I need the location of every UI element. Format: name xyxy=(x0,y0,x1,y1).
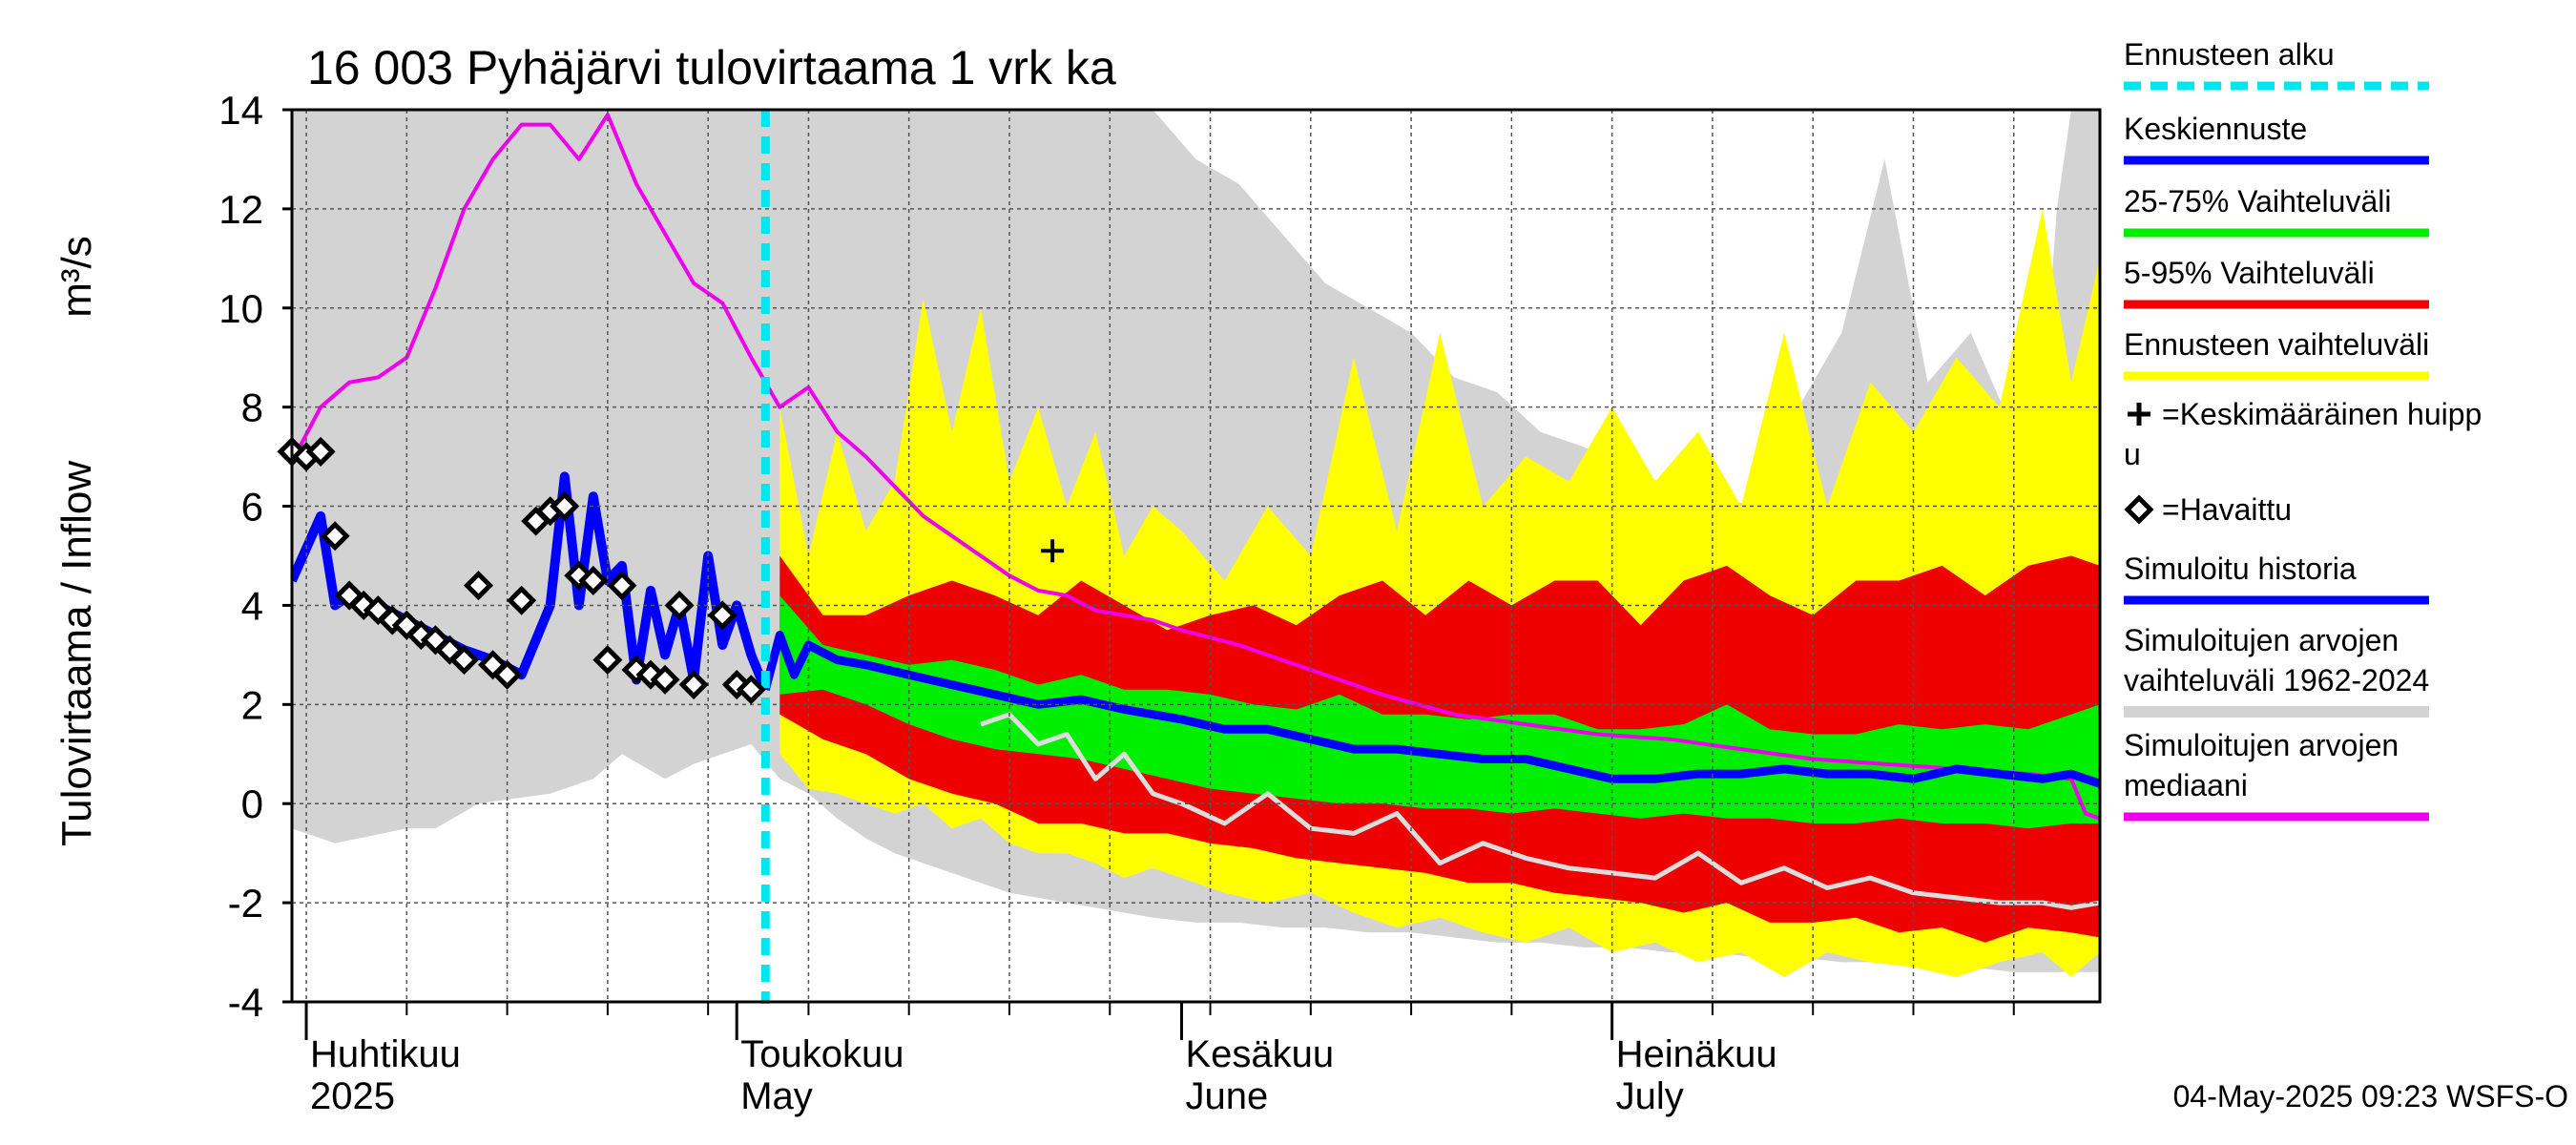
x-month-sublabel: July xyxy=(1616,1075,1684,1117)
legend-item-5-label-line: u xyxy=(2124,437,2141,471)
observed-point xyxy=(507,585,537,615)
observed-point xyxy=(550,491,580,522)
mean-forecast-line xyxy=(760,631,2100,788)
legend-item-8-label-line: vaihteluväli 1962-2024 xyxy=(2124,663,2429,697)
legend: Ennusteen alku Keskiennuste 25-75% Vaihtel… xyxy=(2124,37,2482,822)
legend-item-0-label-line: Ennusteen alku xyxy=(2124,37,2335,72)
observed-point xyxy=(448,645,480,676)
x-month-sublabel: 2025 xyxy=(310,1075,395,1117)
y-tick-label: 2 xyxy=(241,682,263,727)
legend-item-2-label-line: 25-75% Vaihteluväli xyxy=(2124,184,2391,219)
footer-timestamp: 04-May-2025 09:23 WSFS-O xyxy=(2173,1079,2568,1114)
overlay-marks xyxy=(277,110,1065,1004)
y-axis-unit: m³/s xyxy=(53,236,100,318)
observed-point xyxy=(736,675,766,705)
observed-point xyxy=(592,645,623,676)
legend-item-9-label-line: mediaani xyxy=(2124,768,2248,802)
x-month-label: Heinäkuu xyxy=(1616,1033,1777,1075)
x-month-sublabel: May xyxy=(740,1075,813,1117)
observed-point xyxy=(305,436,336,467)
observed-point xyxy=(607,571,637,601)
y-tick-label: -4 xyxy=(228,980,263,1025)
chart-title: 16 003 Pyhäjärvi tulovirtaama 1 vrk ka xyxy=(307,41,1116,94)
y-tick-label: 8 xyxy=(241,385,263,430)
y-tick-label: 0 xyxy=(241,781,263,826)
x-month-sublabel: June xyxy=(1185,1075,1268,1117)
observed-point xyxy=(664,590,695,620)
observed-point xyxy=(578,565,609,596)
historical-median-line xyxy=(292,113,2100,821)
legend-item-5-symbol xyxy=(2128,403,2150,426)
observed-point xyxy=(320,521,350,552)
plot-area xyxy=(292,110,2100,977)
legend-item-8-label-line: Simuloitujen arvojen xyxy=(2124,623,2399,657)
y-tick-label: -2 xyxy=(228,881,263,926)
low-sim-line xyxy=(980,712,2100,910)
observed-point xyxy=(650,664,680,695)
y-tick-label: 6 xyxy=(241,485,263,530)
x-month-label: Huhtikuu xyxy=(310,1033,461,1075)
y-tick-label: 14 xyxy=(218,88,263,133)
legend-item-7-label-line: Simuloitu historia xyxy=(2124,552,2357,586)
legend-item-1-label-line: Keskiennuste xyxy=(2124,112,2307,146)
legend-item-5-label-line: =Keskimääräinen huipp xyxy=(2162,397,2482,431)
average-peak-marker xyxy=(1041,539,1065,563)
y-tick-label: 12 xyxy=(218,187,263,232)
y-tick-label: 10 xyxy=(218,286,263,331)
legend-item-6-label-line: =Havaittu xyxy=(2162,492,2292,527)
observed-point xyxy=(678,670,709,700)
x-month-label: Kesäkuu xyxy=(1185,1033,1334,1075)
y-tick-label: 4 xyxy=(241,583,263,628)
legend-item-4-label-line: Ennusteen vaihteluväli xyxy=(2124,327,2429,362)
observed-point xyxy=(463,571,494,601)
y-axis-title: Tulovirtaama / Inflow xyxy=(53,461,100,847)
legend-item-9-label-line: Simuloitujen arvojen xyxy=(2124,728,2399,762)
plot-frame xyxy=(290,108,2102,1004)
observed-point xyxy=(707,600,737,631)
legend-item-3-label-line: 5-95% Vaihteluväli xyxy=(2124,256,2375,290)
legend-item-6-symbol xyxy=(2124,494,2154,525)
observed-point xyxy=(492,659,523,690)
y-axis-label: Tulovirtaama / Inflow m³/s xyxy=(53,236,100,846)
x-month-label: Toukokuu xyxy=(740,1033,904,1075)
